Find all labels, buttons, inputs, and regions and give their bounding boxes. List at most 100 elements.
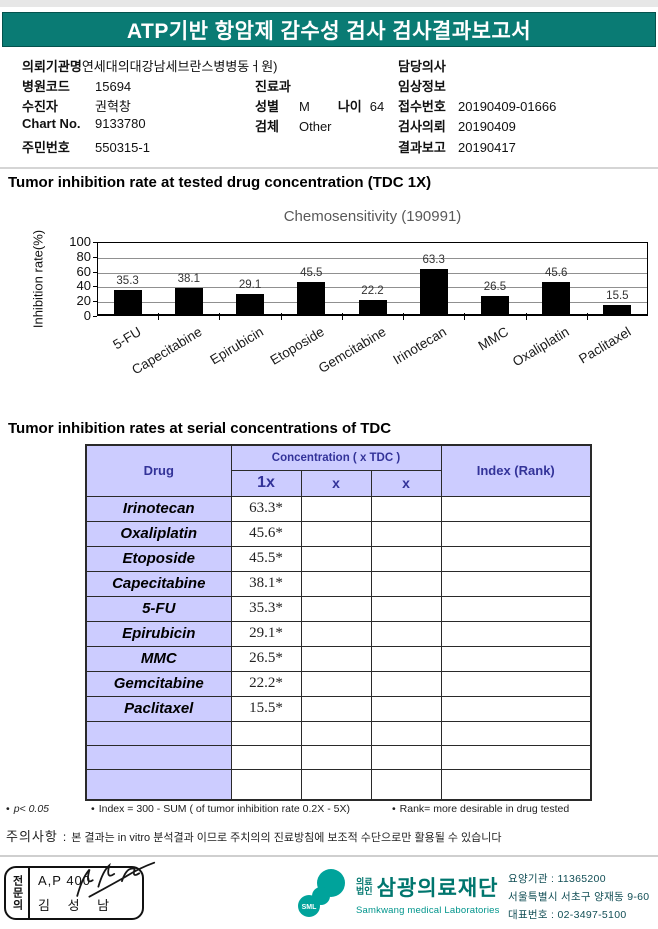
caution-text: 본 결과는 in vitro 분석결과 이므로 주치의의 진료방침에 보조적 수… bbox=[71, 832, 502, 844]
request-date-label: 검사의뢰 bbox=[398, 119, 446, 134]
chemosensitivity-bar-chart: Chemosensitivity (190991) Inhibition rat… bbox=[0, 196, 658, 406]
table-header-concentration: Concentration ( x TDC ) bbox=[230, 444, 442, 471]
chart-bar bbox=[113, 289, 142, 316]
chart-bar-value: 45.5 bbox=[300, 267, 323, 280]
drug-name-cell: Capecitabine bbox=[85, 570, 232, 597]
concentration-x3-cell bbox=[370, 545, 442, 572]
concentration-table: Drug Concentration ( x TDC ) Index (Rank… bbox=[85, 444, 592, 801]
chart-no-value: 9133780 bbox=[95, 116, 146, 131]
patient-name-label: 수진자 bbox=[22, 99, 58, 114]
concentration-x2-cell bbox=[300, 495, 372, 522]
chart-xtick-mark bbox=[280, 313, 282, 320]
drug-name-cell: Irinotecan bbox=[85, 495, 232, 522]
concentration-x3-cell bbox=[370, 520, 442, 547]
chart-bar bbox=[603, 304, 632, 316]
chart-bar-value: 29.1 bbox=[238, 279, 262, 292]
chart-bar bbox=[236, 294, 265, 316]
chart-bar-value: 38.1 bbox=[177, 272, 201, 285]
chart-category-label: Epirubicin bbox=[207, 324, 266, 368]
org-info-line: 대표번호 : 02-3497-5100 bbox=[508, 909, 627, 921]
specialist-stamp-side-label: 전문의 bbox=[6, 868, 30, 918]
chart-category-label: Irinotecan bbox=[390, 324, 450, 368]
org-contact-info: 요양기관 : 11365200 서울특별시 서초구 양재동 9-60 대표번호 : … bbox=[508, 871, 658, 925]
specimen-value: Other bbox=[299, 119, 332, 134]
concentration-1x-cell bbox=[230, 720, 302, 746]
org-info-line: 서울특별시 서초구 양재동 9-60 bbox=[508, 891, 650, 903]
chart-no-row: Chart No. 9133780 bbox=[22, 116, 252, 137]
concentration-1x-cell: 26.5* bbox=[230, 645, 302, 672]
org-info-line: 요양기관 : 11365200 bbox=[508, 873, 606, 885]
table-header-1x: 1x bbox=[230, 469, 302, 497]
index-rank-cell bbox=[440, 570, 592, 597]
table-row: Etoposide 45.5* bbox=[85, 545, 592, 572]
concentration-x2-cell bbox=[300, 695, 372, 722]
chart-no-label: Chart No. bbox=[22, 116, 81, 131]
index-rank-cell bbox=[440, 768, 592, 801]
index-rank-cell bbox=[440, 620, 592, 647]
chart-ytick-label: 0 bbox=[83, 308, 91, 323]
specialist-name: 김 성 남 bbox=[38, 898, 117, 913]
concentration-x2-cell bbox=[300, 645, 372, 672]
chart-y-axis-label: Inhibition rate(%) bbox=[30, 229, 46, 329]
org-row: 의뢰기관명 연세대의대강남세브란스병병동ㅓ원) bbox=[22, 56, 278, 76]
chart-ytick-label: 100 bbox=[69, 234, 91, 249]
report-date-value: 20190417 bbox=[458, 140, 516, 155]
index-rank-cell bbox=[440, 545, 592, 572]
concentration-x2-cell bbox=[300, 620, 372, 647]
report-date-row: 결과보고 20190417 bbox=[398, 137, 653, 157]
table-row: Irinotecan 63.3* bbox=[85, 495, 592, 522]
chart-ytick-mark bbox=[93, 256, 97, 258]
drug-name-cell: Paclitaxel bbox=[85, 695, 232, 722]
table-row: Epirubicin 29.1* bbox=[85, 620, 592, 647]
sml-logo-icon: SML bbox=[298, 869, 345, 917]
sex-label: 성별 bbox=[255, 99, 279, 114]
concentration-1x-cell: 38.1* bbox=[230, 570, 302, 597]
resident-id-value: 550315-1 bbox=[95, 140, 150, 155]
table-header-index: Index (Rank) bbox=[440, 444, 592, 497]
table-footnotes: • p< 0.05 • Index = 300 - SUM ( of tumor in… bbox=[6, 803, 656, 815]
specialist-stamp-box: 전문의 A,P 400 김 성 남 bbox=[4, 866, 144, 920]
chart-bar bbox=[297, 282, 326, 316]
sex-value: M bbox=[299, 99, 310, 114]
table-row: Oxaliplatin 45.6* bbox=[85, 520, 592, 547]
index-rank-cell bbox=[440, 645, 592, 672]
index-rank-cell bbox=[440, 744, 592, 770]
chart-category-label: 5-FU bbox=[109, 324, 144, 353]
age-value: 64 bbox=[369, 99, 385, 114]
clinical-info-row: 임상정보 bbox=[398, 76, 653, 96]
concentration-1x-cell: 22.2* bbox=[230, 670, 302, 697]
hospital-code-row: 병원코드 15694 bbox=[22, 76, 252, 96]
report-date-label: 결과보고 bbox=[398, 140, 446, 155]
concentration-x3-cell bbox=[370, 645, 442, 672]
chart-gridline bbox=[98, 287, 647, 289]
specialist-stamp-body: A,P 400 김 성 남 bbox=[30, 868, 142, 918]
table-header-drug: Drug bbox=[85, 444, 232, 497]
chart-category-label: MMC bbox=[475, 324, 511, 354]
chart-bar bbox=[480, 296, 509, 316]
chart-bar-value: 26.5 bbox=[483, 281, 507, 294]
dept-label: 진료과 bbox=[255, 79, 291, 94]
concentration-x2-cell bbox=[300, 768, 372, 801]
index-rank-cell bbox=[440, 720, 592, 746]
chart-category-label: Oxaliplatin bbox=[510, 324, 572, 370]
chart-xtick-mark bbox=[219, 313, 221, 320]
table-header-x3: x bbox=[370, 469, 442, 497]
sex-age-row: 성별 M 나이 64 bbox=[255, 96, 395, 116]
concentration-x2-cell bbox=[300, 545, 372, 572]
receipt-no-row: 접수번호 20190409-01666 bbox=[398, 96, 653, 116]
index-rank-cell bbox=[440, 695, 592, 722]
footnote-item: • Rank= more desirable in drug tested bbox=[391, 803, 570, 815]
concentration-x3-cell bbox=[370, 695, 442, 722]
hospital-code-value: 15694 bbox=[95, 79, 132, 94]
org-type-label: 의료 법인 bbox=[356, 876, 373, 896]
chart-ytick-label: 80 bbox=[76, 248, 91, 264]
dept-row: 진료과 bbox=[255, 76, 395, 96]
table-row: MMC 26.5* bbox=[85, 645, 592, 672]
org-name: 삼광의료재단 bbox=[376, 877, 499, 900]
clinical-info-label: 임상정보 bbox=[398, 79, 446, 94]
concentration-x2-cell bbox=[300, 720, 372, 746]
svg-text:SML: SML bbox=[302, 904, 318, 911]
chart-ytick-mark bbox=[93, 271, 97, 273]
chart-ytick-label: 60 bbox=[76, 263, 91, 279]
org-label: 의뢰기관명 bbox=[22, 59, 82, 74]
